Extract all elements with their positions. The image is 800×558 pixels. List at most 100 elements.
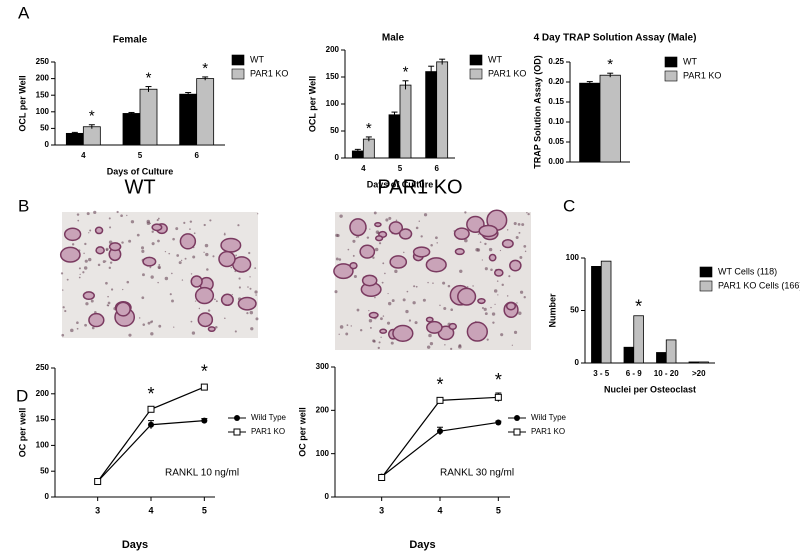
debris <box>380 317 383 321</box>
bar <box>623 346 635 364</box>
legend-label: PAR1 KO <box>488 68 526 78</box>
osteoclast <box>501 239 514 249</box>
osteoclast <box>349 218 367 237</box>
image-title: WT <box>124 176 155 198</box>
debris <box>149 266 152 269</box>
debris <box>481 259 483 261</box>
debris <box>169 293 172 296</box>
debris <box>84 323 87 327</box>
x-tick-label: 5 <box>202 505 207 515</box>
osteoclast <box>333 263 354 280</box>
debris <box>497 294 499 296</box>
debris <box>176 254 180 257</box>
debris <box>254 267 257 270</box>
debris <box>436 242 438 244</box>
debris <box>516 302 518 304</box>
debris <box>415 285 418 288</box>
debris <box>156 219 159 222</box>
debris <box>405 309 409 314</box>
debris <box>369 326 372 329</box>
y-tick-label: 0 <box>45 140 50 149</box>
debris <box>250 327 254 331</box>
error-bar <box>88 124 95 129</box>
debris <box>140 246 145 250</box>
debris <box>106 304 109 307</box>
debris <box>356 308 360 312</box>
bar <box>65 132 84 146</box>
debris <box>428 333 432 338</box>
debris <box>353 274 357 279</box>
x-tick-label: 3 <box>379 505 384 515</box>
debris <box>82 271 85 274</box>
osteoclast <box>82 291 95 301</box>
debris <box>377 346 380 350</box>
bar <box>425 71 438 159</box>
debris <box>203 251 205 253</box>
error-bar <box>354 148 361 153</box>
y-tick-label: 0.00 <box>548 157 564 166</box>
bar <box>399 84 412 159</box>
debris <box>443 307 447 311</box>
x-tick-label: 5 <box>138 151 143 160</box>
micrographs <box>59 209 531 350</box>
debris <box>339 325 344 329</box>
osteoclast <box>359 244 376 259</box>
significance: * <box>202 60 208 77</box>
debris <box>414 321 418 325</box>
error-bar <box>402 80 409 90</box>
osteoclast <box>88 312 105 328</box>
debris <box>76 327 79 330</box>
debris <box>238 277 241 280</box>
point <box>378 474 386 481</box>
y-tick-label: 0 <box>335 153 340 162</box>
osteoclast <box>349 261 358 270</box>
debris <box>255 317 259 321</box>
y-tick-label: 50 <box>570 306 579 315</box>
osteoclast <box>389 255 408 269</box>
debris <box>494 303 496 305</box>
debris <box>464 211 467 214</box>
y-tick-label: 50 <box>330 126 339 135</box>
legend-label: WT <box>683 56 697 66</box>
debris <box>339 214 343 218</box>
x-tick-label: 6 <box>194 151 199 160</box>
debris <box>215 326 218 329</box>
debris <box>209 219 212 222</box>
bar <box>388 114 401 159</box>
debris <box>378 242 382 245</box>
debris <box>190 320 193 323</box>
y-tick-label: 100 <box>36 107 50 116</box>
error-bar <box>202 76 209 81</box>
legend-label: WT Cells (118) <box>718 266 777 276</box>
point <box>437 428 443 435</box>
debris <box>368 319 373 323</box>
osteoclast <box>392 324 414 342</box>
debris <box>402 298 406 302</box>
debris <box>508 275 511 278</box>
debris <box>83 252 85 255</box>
point <box>94 478 102 486</box>
debris <box>122 288 124 291</box>
osteoclast <box>63 227 82 242</box>
x-tick-label: 5 <box>496 505 501 515</box>
legend-label: PAR1 KO <box>251 427 285 436</box>
legend-label: WT <box>488 54 502 64</box>
bar <box>665 339 677 364</box>
debris <box>175 227 179 231</box>
error-bar <box>128 111 135 115</box>
debris <box>66 278 69 281</box>
y-tick-label: 300 <box>316 362 330 371</box>
debris <box>499 249 502 252</box>
debris <box>128 333 132 337</box>
y-axis-label: OC per well <box>297 407 307 457</box>
significance: * <box>607 56 613 73</box>
debris <box>164 276 169 281</box>
chart-title: Female <box>113 35 148 46</box>
debris <box>450 347 453 350</box>
debris <box>335 257 339 261</box>
debris <box>249 287 252 290</box>
osteoclast <box>220 293 234 307</box>
bar <box>362 138 375 159</box>
debris <box>85 302 89 306</box>
debris <box>500 333 504 337</box>
